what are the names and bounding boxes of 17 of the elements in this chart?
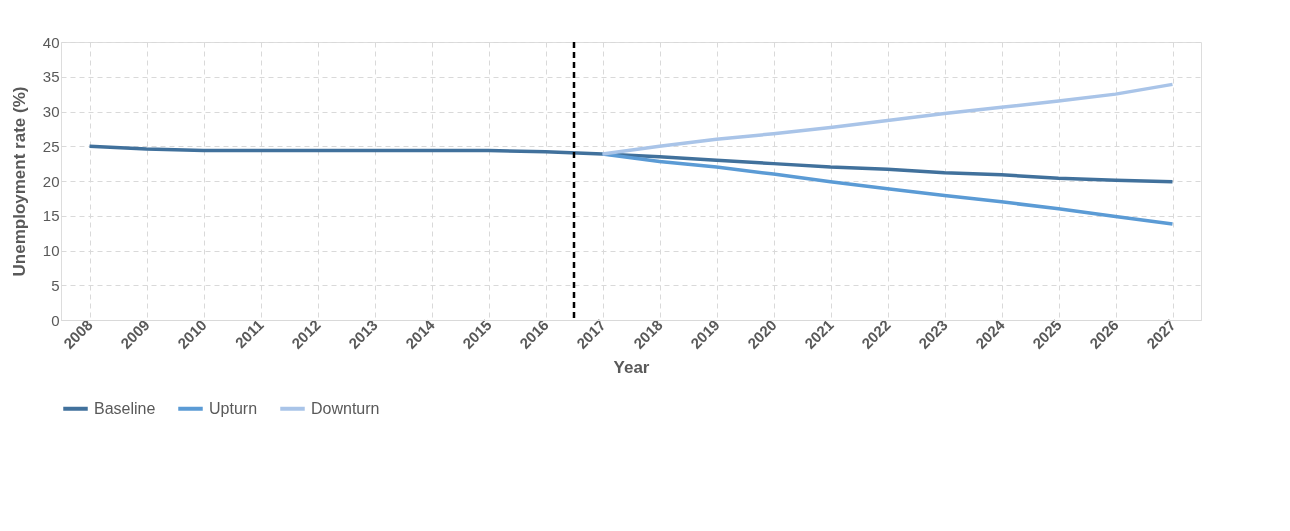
y-tick-label: 20 xyxy=(42,172,60,190)
legend-label: Baseline xyxy=(94,399,156,417)
line-series xyxy=(87,144,1175,184)
y-tick-label: 15 xyxy=(42,207,60,225)
y-tick-label: 40 xyxy=(42,33,60,51)
legend-label: Downturn xyxy=(311,399,380,417)
x-axis-title: Year xyxy=(613,357,650,377)
y-tick-label: 10 xyxy=(42,242,60,259)
y-tick-label: 30 xyxy=(42,103,60,120)
legend-label: Upturn xyxy=(209,399,258,417)
y-tick-label: 0 xyxy=(51,311,60,329)
y-tick-label: 35 xyxy=(42,68,60,86)
y-axis-title: Unemployment rate (%) xyxy=(9,86,29,277)
y-tick-label: 25 xyxy=(42,137,60,155)
y-tick-label: 5 xyxy=(51,276,60,294)
line-series xyxy=(600,82,1175,156)
line-series xyxy=(600,152,1175,226)
